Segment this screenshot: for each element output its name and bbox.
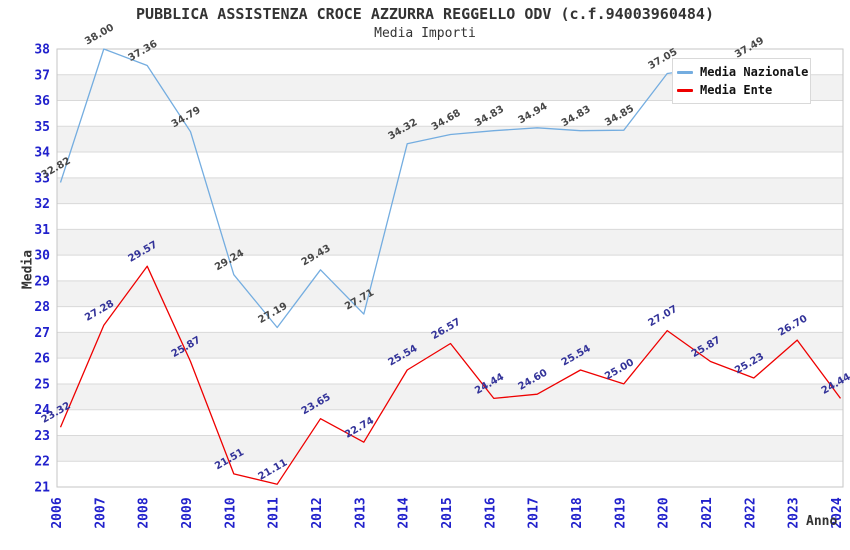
x-tick-label: 2012 xyxy=(310,497,325,528)
y-tick-label: 29 xyxy=(34,274,50,289)
x-tick-label: 2011 xyxy=(267,497,282,528)
plot-band xyxy=(57,383,843,410)
data-point-label: 25.00 xyxy=(603,357,636,382)
chart-title: PUBBLICA ASSISTENZA CROCE AZZURRA REGGEL… xyxy=(136,5,714,23)
y-tick-label: 28 xyxy=(34,300,50,315)
plot-band xyxy=(57,332,843,359)
legend-label-media-nazionale: Media Nazionale xyxy=(700,65,809,79)
x-tick-label: 2013 xyxy=(353,497,368,528)
y-axis-title: Media xyxy=(20,249,36,290)
x-tick-label: 2022 xyxy=(743,497,758,528)
x-tick-label: 2009 xyxy=(180,497,195,528)
series-line-media-ente xyxy=(59,265,842,485)
y-tick-label: 22 xyxy=(34,455,50,470)
x-tick-label: 2008 xyxy=(137,497,152,528)
media-nazionale-line-swatch-icon xyxy=(677,70,693,74)
x-axis-title: Anno xyxy=(806,514,838,529)
y-tick-label: 31 xyxy=(34,223,50,238)
y-tick-label: 26 xyxy=(34,352,50,367)
legend-label-media-ente: Media Ente xyxy=(700,83,773,97)
x-tick-label: 2015 xyxy=(440,497,455,528)
chart-subtitle: Media Importi xyxy=(374,26,476,41)
x-tick-label: 2014 xyxy=(397,497,412,528)
plot-band xyxy=(57,177,843,204)
data-point-label: 34.85 xyxy=(603,103,636,128)
plot-band xyxy=(57,280,843,307)
x-tick-label: 2006 xyxy=(50,497,65,528)
y-tick-label: 21 xyxy=(34,481,50,496)
x-tick-label: 2007 xyxy=(93,497,108,528)
data-point-label: 27.07 xyxy=(646,304,679,329)
y-tick-label: 38 xyxy=(34,43,50,58)
y-tick-label: 30 xyxy=(34,249,50,264)
x-tick-label: 2020 xyxy=(657,497,672,528)
data-point-label: 38.00 xyxy=(83,22,116,47)
x-tick-label: 2016 xyxy=(483,497,498,528)
y-tick-label: 36 xyxy=(34,94,50,109)
y-tick-label: 33 xyxy=(34,171,50,186)
x-tick-label: 2017 xyxy=(527,497,542,528)
legend: Media Nazionale Media Ente xyxy=(672,58,811,104)
plot-border xyxy=(56,48,844,488)
y-tick-label: 32 xyxy=(34,197,50,212)
y-tick-label: 27 xyxy=(34,326,50,341)
data-point-label: 34.83 xyxy=(560,104,593,129)
data-point-label: 34.83 xyxy=(473,104,506,129)
y-tick-label: 34 xyxy=(34,146,50,161)
y-tick-label: 37 xyxy=(34,68,50,83)
x-tick-label: 2019 xyxy=(613,497,628,528)
plot-band xyxy=(57,126,843,153)
x-tick-label: 2010 xyxy=(223,497,238,528)
x-tick-label: 2021 xyxy=(700,497,715,528)
y-tick-label: 35 xyxy=(34,120,50,135)
plot-band xyxy=(57,435,843,462)
y-tick-label: 25 xyxy=(34,377,50,392)
legend-item-media-ente: Media Ente xyxy=(677,81,806,99)
x-tick-label: 2024 xyxy=(830,497,845,528)
media-ente-line-swatch-icon xyxy=(677,88,693,92)
data-point-label: 34.94 xyxy=(516,101,549,126)
y-tick-label: 24 xyxy=(34,403,50,418)
plot-band xyxy=(57,229,843,256)
series-line-media-nazionale xyxy=(59,48,754,329)
data-point-label: 37.49 xyxy=(733,35,766,60)
y-tick-label: 23 xyxy=(34,429,50,444)
x-tick-label: 2023 xyxy=(787,497,802,528)
data-point-label: 37.36 xyxy=(126,39,159,64)
x-tick-label: 2018 xyxy=(570,497,585,528)
legend-item-media-nazionale: Media Nazionale xyxy=(677,63,809,81)
